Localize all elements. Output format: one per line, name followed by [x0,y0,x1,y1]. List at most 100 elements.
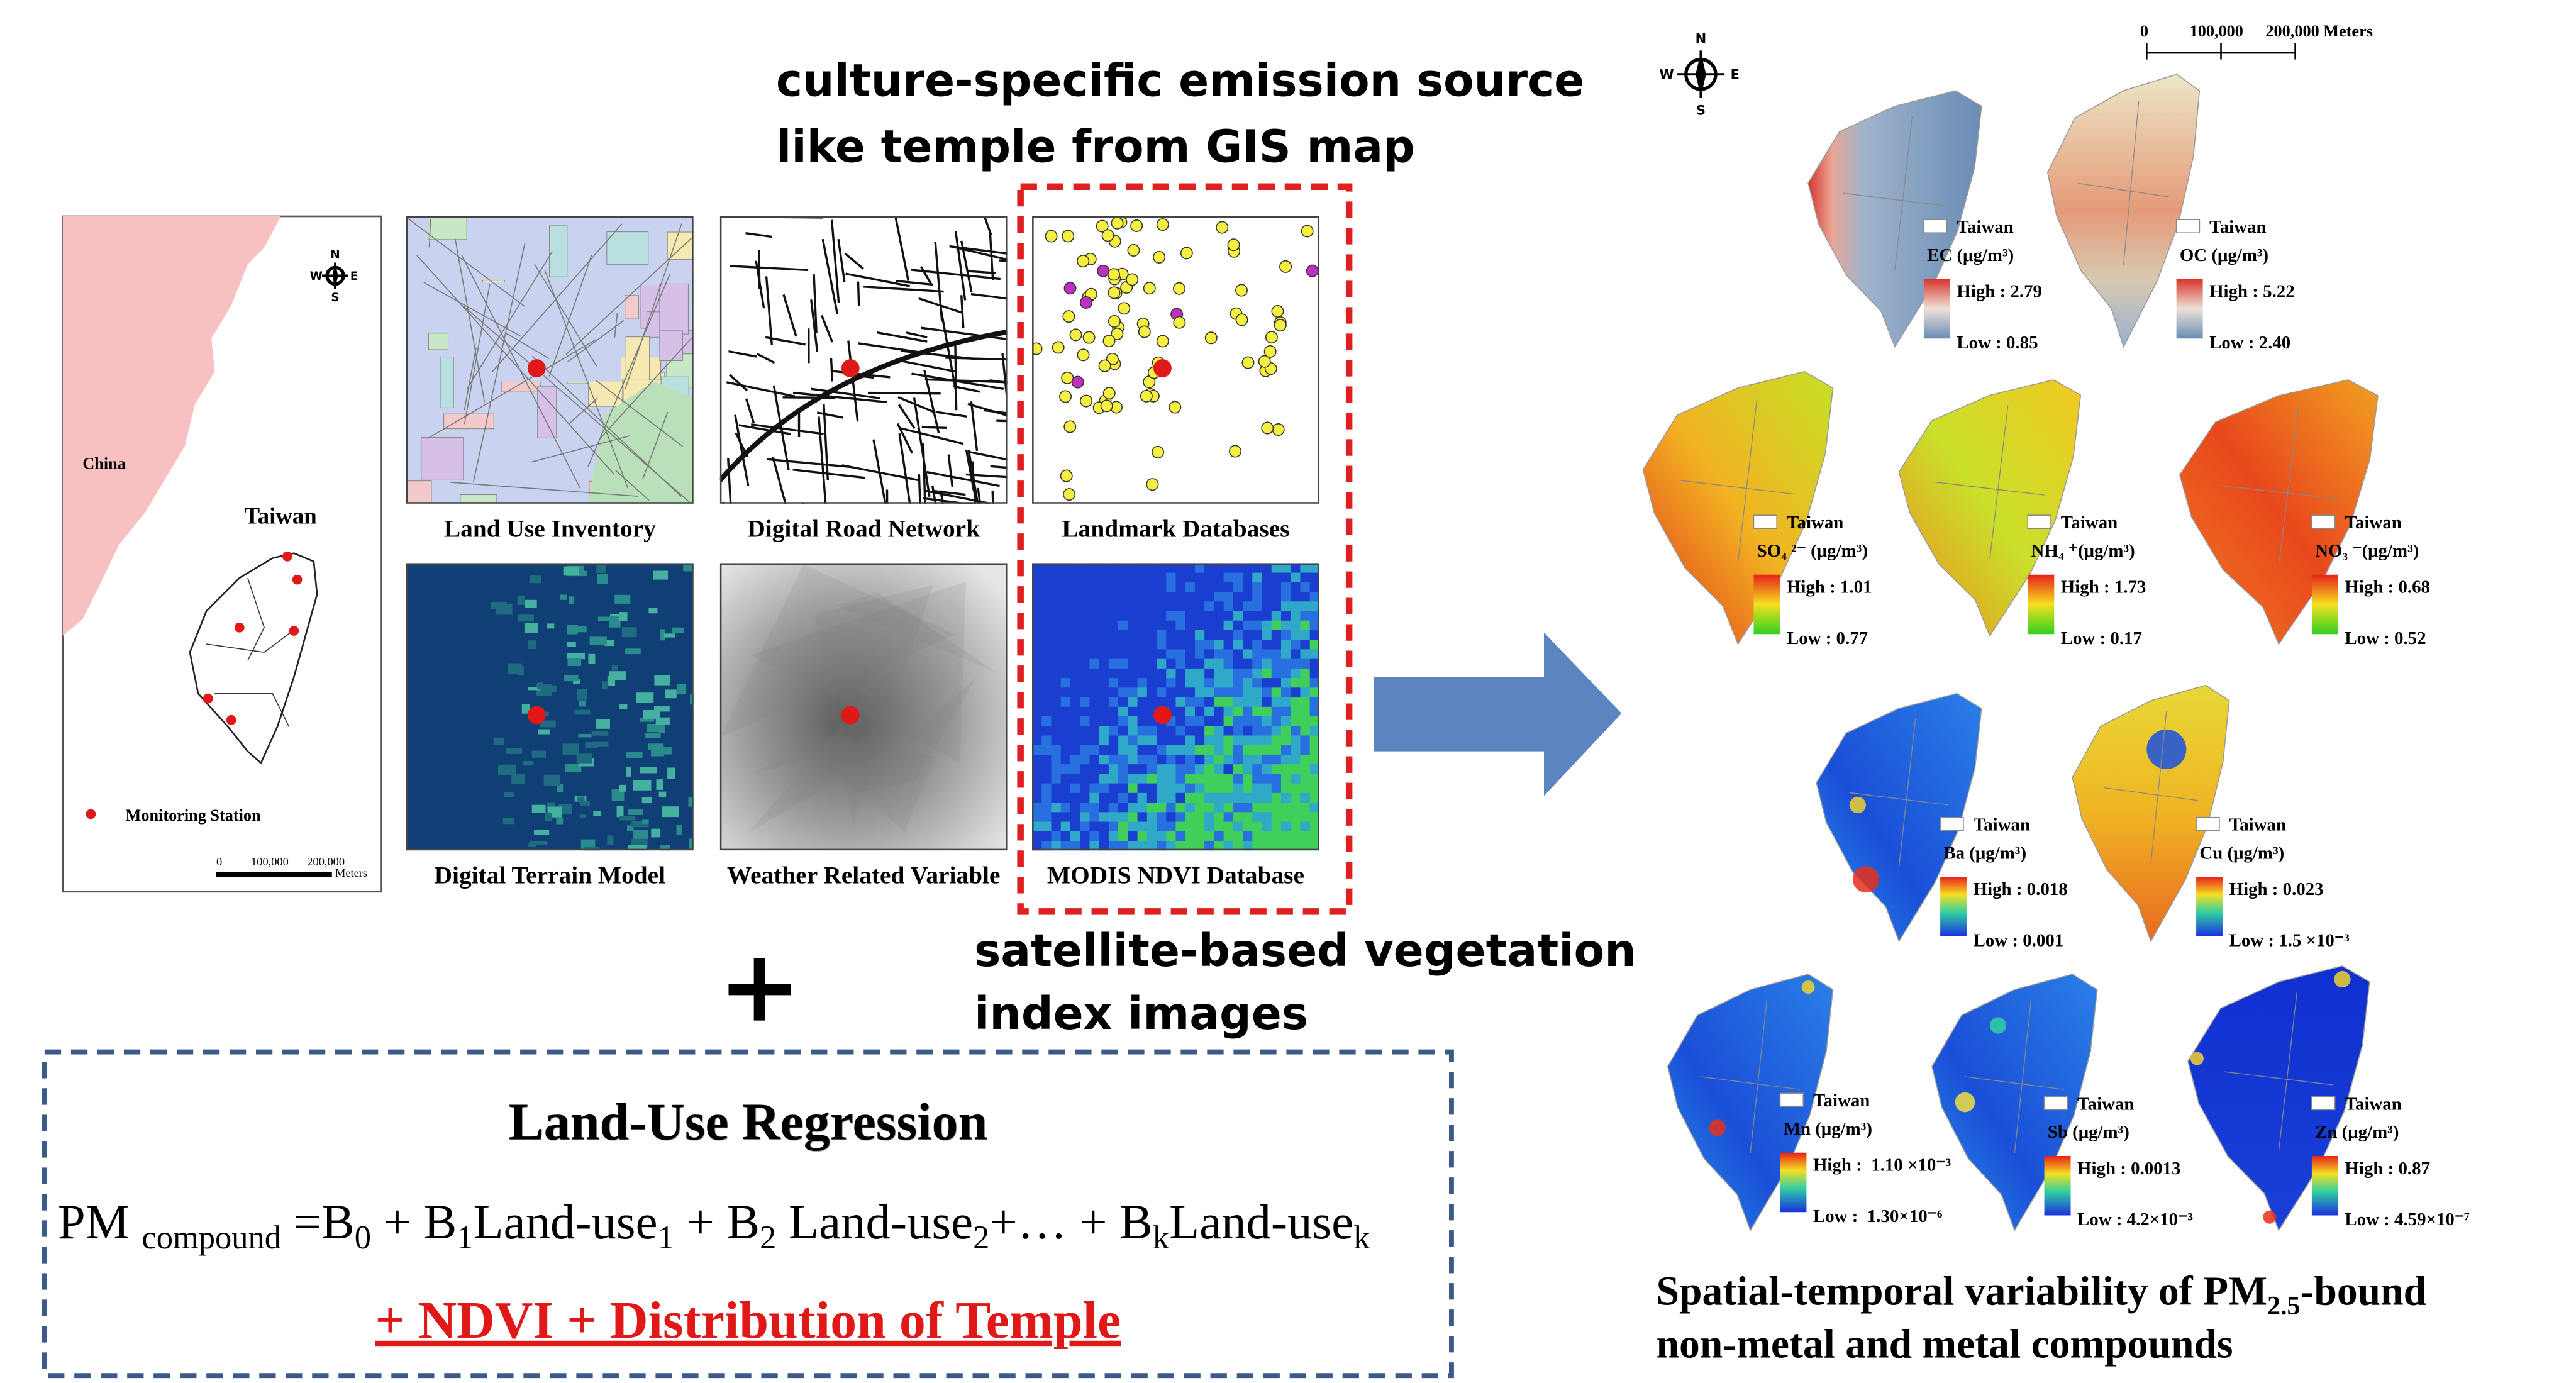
temple-landmark [1130,219,1143,232]
ndvi-cell [1300,630,1311,640]
data-panel [406,216,694,504]
ndvi-cell [1233,783,1243,794]
scale-label: 100,000 [251,855,289,868]
text-segment: 2.5 [2267,1292,2301,1321]
road [923,370,940,434]
ndvi-cell [1262,792,1272,803]
ndvi-cell [1271,783,1282,794]
ndvi-cell [1156,658,1167,669]
road [965,450,975,492]
ndvi-cell [1060,572,1071,583]
ndvi-cell [1223,706,1234,717]
ndvi-cell [1214,783,1224,794]
ndvi-cell [1300,592,1311,603]
ndvi-cell [1185,687,1196,698]
ndvi-cell [1108,706,1119,717]
ndvi-cell [1300,716,1311,727]
ndvi-cell [1243,678,1253,689]
ndvi-cell [1271,658,1282,669]
ndvi-cell [1089,687,1100,698]
ndvi-cell [1118,831,1129,841]
ndvi-cell [1137,754,1148,765]
ndvi-cell [1223,649,1234,660]
ndvi-cell [1262,812,1272,823]
legend-high: High : 5.22 [2209,282,2295,302]
ndvi-cell [1137,783,1148,794]
ndvi-cell [1099,658,1109,669]
ndvi-cell [1051,803,1062,813]
panel-background [1032,216,1319,504]
ndvi-cell [1051,697,1062,708]
terrain-cell [658,791,667,798]
ndvi-cell [1280,764,1291,775]
ndvi-cell [1128,716,1138,727]
legend-high: High : 0.0013 [2077,1158,2180,1179]
ndvi-cell [1128,658,1138,669]
ndvi-cell [1060,649,1071,660]
ndvi-cell [1137,840,1148,851]
ndvi-cell [1252,812,1263,823]
ndvi-cell [1280,630,1291,640]
ndvi-cell [1089,764,1100,775]
ndvi-cell [1175,754,1186,765]
ndvi-cell [1204,601,1215,612]
ndvi-cell [1080,792,1091,803]
ndvi-cell [1243,582,1253,592]
ndvi-cell [1185,803,1196,813]
ndvi-cell [1032,821,1043,832]
hotspot [1849,796,1866,814]
road [531,435,630,463]
terrain-cell [523,760,534,766]
ndvi-cell [1137,601,1148,612]
ndvi-cell [1146,687,1157,698]
ndvi-cell [1194,582,1205,592]
temple-landmark [1229,445,1241,458]
terrain-cell [672,627,684,634]
ndvi-cell [1223,754,1234,765]
ndvi-cell [1032,716,1043,727]
ndvi-cell [1137,821,1148,832]
ndvi-cell [1300,658,1311,669]
ndvi-cell [1252,706,1263,717]
weather-polygon [814,585,934,824]
terrain-cell [667,767,675,779]
ndvi-cell [1166,754,1177,765]
ndvi-cell [1118,601,1129,612]
ndvi-cell [1080,582,1091,592]
terrain-cell [654,675,670,686]
temple-landmark [1069,328,1082,342]
ndvi-cell [1128,812,1138,823]
ndvi-cell [1233,640,1243,650]
ndvi-cell [1243,649,1253,660]
ndvi-cell [1309,630,1319,640]
ndvi-cell [1166,630,1177,640]
ndvi-cell [1309,745,1319,755]
ndvi-cell [1089,678,1100,689]
ndvi-cell [1223,592,1234,603]
road [728,350,757,358]
temple-landmark [1265,331,1278,344]
legend-ramp [2028,574,2055,635]
legend-high: High : 0.023 [2229,879,2324,899]
ndvi-cell [1060,812,1071,823]
ndvi-cell [1252,668,1263,679]
ndvi-cell [1243,668,1253,679]
terrain-cell [645,733,661,738]
legend-ramp [1753,574,1780,635]
ndvi-cell [1223,678,1234,689]
ndvi-cell [1051,611,1062,621]
ndvi-cell [1108,745,1119,755]
ndvi-cell [1214,678,1224,689]
road [792,391,887,404]
ndvi-cell [1223,726,1234,736]
terrain-cell [543,774,560,786]
road [902,360,955,373]
road [899,426,964,445]
ndvi-cell [1300,601,1311,612]
panel-label: Weather Related Variable [727,862,1001,889]
ndvi-cell [1175,774,1186,784]
terrain-cell [567,625,578,635]
ndvi-cell [1060,764,1071,775]
ndvi-cell [1185,792,1196,803]
ndvi-cell [1060,792,1071,803]
